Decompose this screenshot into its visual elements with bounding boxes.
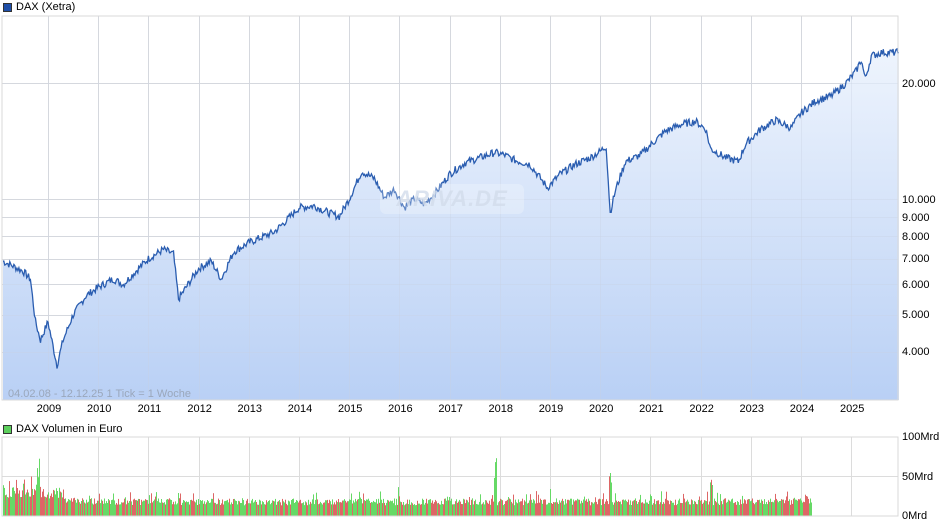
volume-grid bbox=[2, 437, 898, 516]
x-tick-label: 2009 bbox=[36, 403, 62, 415]
date-range-info: 04.02.08 - 12.12.25 1 Tick = 1 Woche bbox=[8, 388, 191, 400]
x-tick-label: 2014 bbox=[287, 403, 313, 415]
x-tick-label: 2025 bbox=[839, 403, 865, 415]
price-y-tick: 4.000 bbox=[902, 346, 930, 358]
price-legend-label: DAX (Xetra) bbox=[16, 1, 76, 13]
x-tick-label: 2017 bbox=[438, 403, 463, 415]
price-y-tick: 5.000 bbox=[902, 309, 930, 321]
price-y-tick: 20.000 bbox=[902, 78, 936, 90]
volume-y-tick: 50Mrd bbox=[902, 471, 934, 483]
x-tick-label: 2011 bbox=[137, 403, 162, 415]
volume-legend: DAX Volumen in Euro bbox=[3, 422, 122, 436]
watermark: ARIVA.DE bbox=[380, 184, 524, 214]
volume-y-tick: 100Mrd bbox=[902, 431, 940, 443]
volume-legend-swatch-icon bbox=[3, 424, 12, 434]
x-tick-label: 2020 bbox=[588, 403, 614, 415]
x-tick-label: 2024 bbox=[789, 403, 815, 415]
price-legend: DAX (Xetra) bbox=[3, 0, 75, 14]
x-tick-label: 2016 bbox=[388, 403, 413, 415]
volume-bars bbox=[3, 458, 812, 516]
x-tick-label: 2015 bbox=[337, 403, 363, 415]
price-line bbox=[2, 47, 900, 369]
volume-y-tick: 0Mrd bbox=[902, 510, 928, 522]
x-tick-label: 2021 bbox=[639, 403, 664, 415]
price-y-tick: 7.000 bbox=[902, 253, 930, 265]
price-plot-frame bbox=[1, 15, 899, 401]
price-grid-overlay bbox=[2, 16, 898, 400]
x-tick-label: 2022 bbox=[689, 403, 714, 415]
x-tick-label: 2018 bbox=[488, 403, 514, 415]
x-tick-label: 2023 bbox=[739, 403, 765, 415]
price-y-tick: 8.000 bbox=[902, 231, 930, 243]
volume-plot-frame bbox=[1, 436, 899, 517]
price-legend-swatch-icon bbox=[3, 2, 12, 12]
volume-legend-label: DAX Volumen in Euro bbox=[16, 423, 123, 435]
price-y-tick: 9.000 bbox=[902, 212, 930, 224]
x-tick-label: 2013 bbox=[237, 403, 263, 415]
x-tick-label: 2010 bbox=[86, 403, 112, 415]
price-area-fill bbox=[3, 48, 899, 401]
x-tick-label: 2012 bbox=[187, 403, 212, 415]
x-tick-label: 2019 bbox=[538, 403, 564, 415]
price-y-tick: 10.000 bbox=[902, 194, 936, 206]
price-y-tick: 6.000 bbox=[902, 279, 930, 291]
